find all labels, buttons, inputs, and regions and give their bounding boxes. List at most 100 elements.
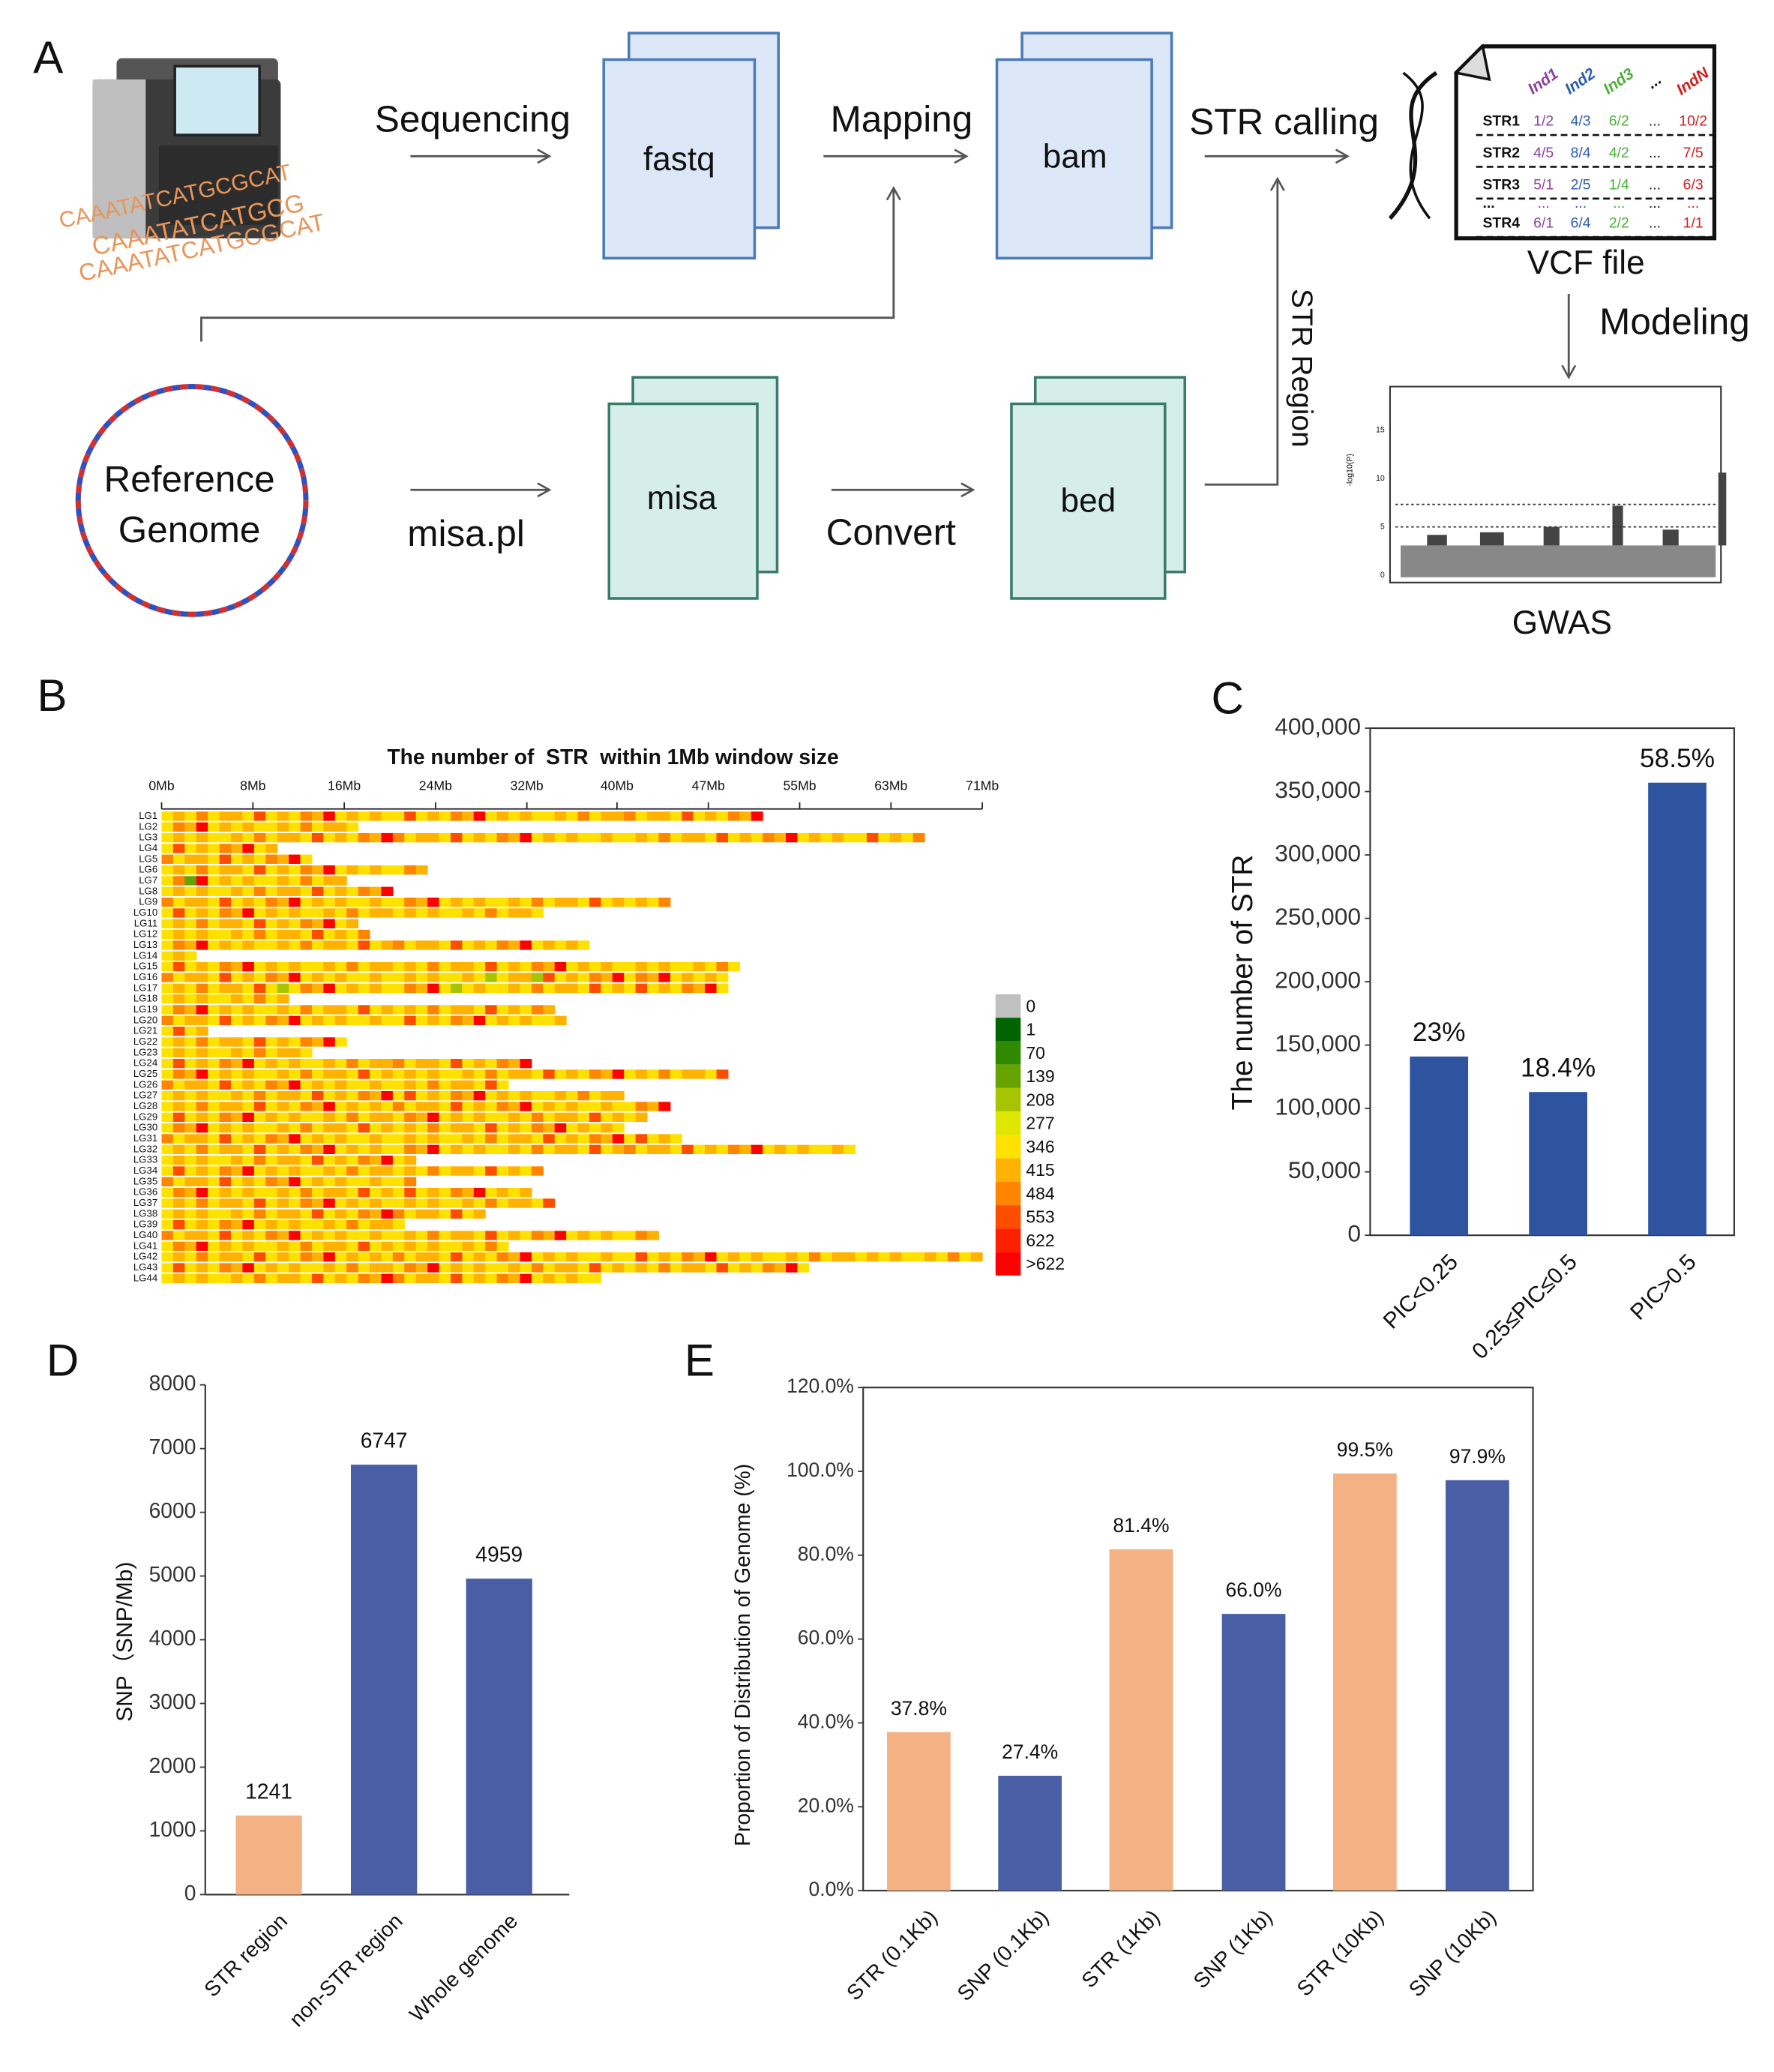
heat-cell <box>334 822 347 832</box>
heat-cell <box>300 886 313 896</box>
legend-label: 553 <box>1026 1207 1054 1227</box>
heat-cell <box>161 1220 174 1230</box>
heat-cell <box>450 961 463 972</box>
heat-cell <box>277 1220 289 1230</box>
heat-cell <box>415 940 428 950</box>
heat-cell <box>381 1263 394 1273</box>
heat-cell <box>439 1123 451 1133</box>
heat-cell <box>392 973 405 982</box>
vcf-row-label: STR4 <box>1482 214 1520 231</box>
heat-cell <box>601 1252 613 1262</box>
heat-cell <box>161 1209 174 1219</box>
heat-cell <box>566 1263 579 1273</box>
heat-cell <box>670 811 682 821</box>
heat-cell <box>161 897 174 907</box>
heat-cell <box>277 1198 289 1208</box>
heat-cell <box>739 1144 752 1155</box>
heat-cell <box>485 940 498 950</box>
heat-cell <box>450 1069 463 1079</box>
heat-cell <box>358 1155 370 1165</box>
heat-cell <box>439 1090 451 1101</box>
heat-cell <box>334 1209 347 1219</box>
heat-cell <box>358 897 370 907</box>
heat-cell <box>334 1188 347 1198</box>
bar <box>1109 1549 1173 1891</box>
value-label: 97.9% <box>1449 1445 1506 1468</box>
heat-cell <box>172 919 185 928</box>
heat-cell <box>820 1144 833 1155</box>
heat-cell <box>161 951 174 961</box>
row-label: LG11 <box>134 917 157 928</box>
heat-cell <box>172 908 185 918</box>
heat-cell <box>566 961 579 972</box>
heat-cell <box>334 1231 347 1240</box>
heat-cell <box>346 1134 359 1144</box>
heat-cell <box>265 983 278 993</box>
heat-cell <box>231 822 243 832</box>
heat-cell <box>381 1241 394 1252</box>
heat-cell <box>172 1155 185 1165</box>
heat-cell <box>300 1155 313 1165</box>
heat-cell <box>566 897 579 907</box>
heat-cell <box>277 1069 289 1079</box>
heat-cell <box>439 1069 451 1079</box>
heat-cell <box>727 811 740 821</box>
heat-cell <box>496 1198 509 1208</box>
heat-cell <box>370 908 382 918</box>
heat-cell <box>496 832 509 843</box>
heat-cell <box>589 1273 601 1284</box>
heat-cell <box>612 1102 625 1111</box>
heat-cell <box>346 1069 359 1079</box>
heat-cell <box>427 1112 440 1123</box>
heat-cell <box>208 811 220 821</box>
heat-cell <box>161 1069 174 1079</box>
heat-cell <box>277 961 289 972</box>
heat-cell <box>462 1123 475 1133</box>
heat-cell <box>311 1252 324 1262</box>
heat-cell <box>774 1263 787 1273</box>
heat-cell <box>473 961 486 972</box>
heat-cell <box>323 919 336 928</box>
heat-cell <box>219 919 232 928</box>
heat-cell <box>242 876 255 886</box>
heat-cell <box>161 1080 174 1090</box>
heat-cell <box>231 973 243 982</box>
heat-cell <box>346 1273 359 1284</box>
heat-cell <box>381 908 394 918</box>
heat-cell <box>624 1112 637 1123</box>
heat-cell <box>289 1241 301 1252</box>
heat-cell <box>531 832 544 843</box>
heat-cell <box>242 1144 255 1155</box>
heat-cell <box>265 1080 278 1090</box>
heat-cell <box>242 1112 255 1123</box>
vcf-cell: ... <box>1575 195 1587 211</box>
heat-cell <box>346 822 359 832</box>
heat-cell <box>208 983 220 993</box>
heat-cell <box>566 983 579 993</box>
heat-cell <box>520 1263 532 1273</box>
heat-cell <box>346 1198 359 1208</box>
heat-cell <box>253 865 266 875</box>
heat-cell <box>577 1102 590 1111</box>
heat-cell <box>392 1177 405 1187</box>
heat-cell <box>427 1123 440 1133</box>
heat-cell <box>311 919 324 928</box>
heat-cell <box>172 832 185 843</box>
heat-cell <box>658 1144 671 1155</box>
heat-cell <box>196 1231 208 1240</box>
heat-cell <box>219 994 232 1004</box>
heat-cell <box>311 822 324 832</box>
heat-cell <box>346 811 359 821</box>
heat-cell <box>277 897 289 907</box>
heat-cell <box>601 1102 613 1111</box>
heat-cell <box>878 832 891 843</box>
heat-cell <box>543 1263 556 1273</box>
heat-cell <box>242 1220 255 1230</box>
heat-cell <box>635 961 648 972</box>
row-label: LG10 <box>133 907 157 918</box>
heat-cell <box>439 908 451 918</box>
heat-cell <box>404 1069 417 1079</box>
heat-cell <box>231 886 243 896</box>
heat-cell <box>427 961 440 972</box>
heat-cell <box>496 973 509 982</box>
